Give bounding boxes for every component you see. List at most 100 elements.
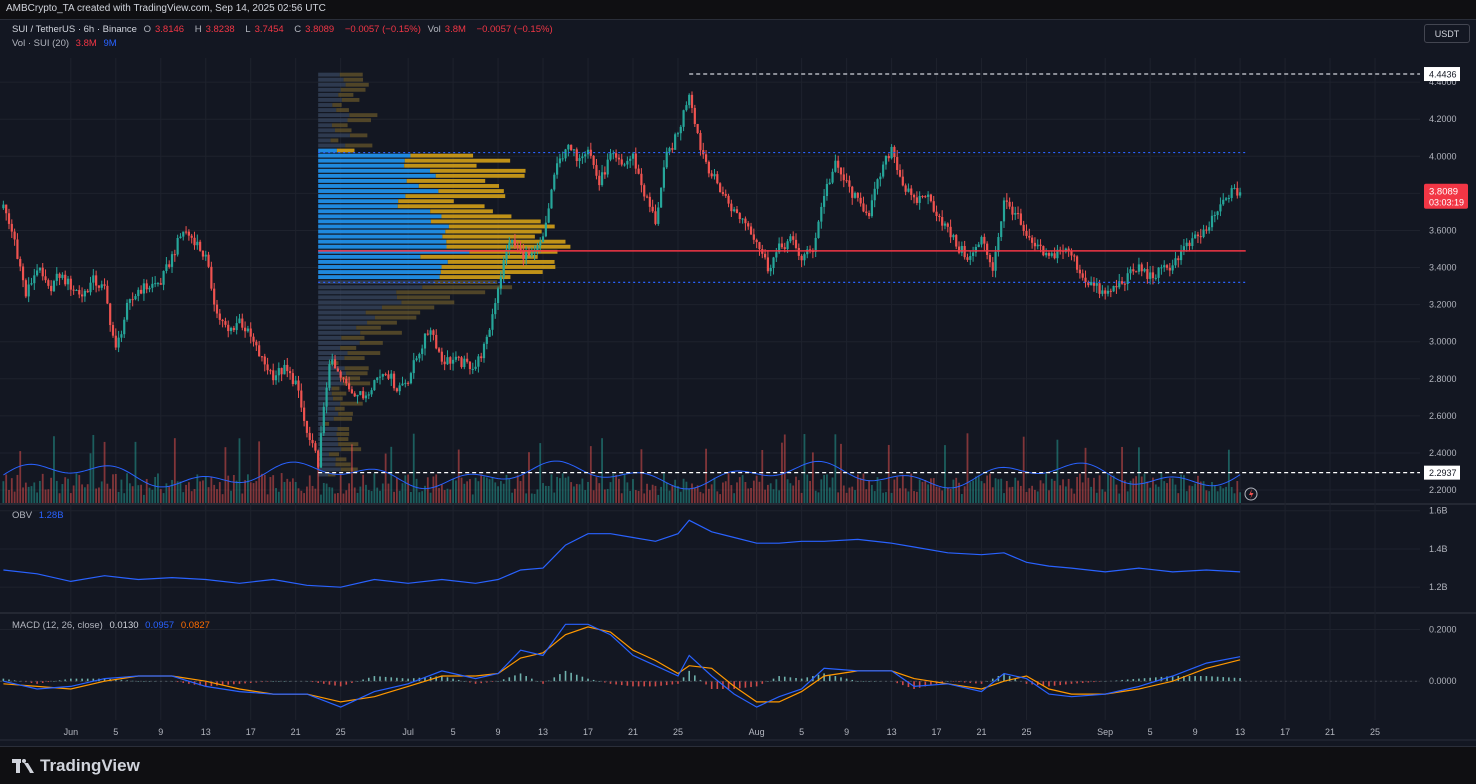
volume-bar [210,476,213,503]
candle-body [187,231,190,236]
tradingview-logo[interactable]: TradingView [12,756,140,776]
candle-body [44,276,47,281]
volume-bar [283,481,286,503]
volume-bar [249,482,252,503]
candle-body [221,319,224,322]
macd-legend-label[interactable]: MACD (12, 26, close) [12,620,103,631]
volume-bar [252,483,255,503]
volume-legend-label[interactable]: Vol · SUI (20) [12,38,70,49]
volume-bar [1064,486,1067,503]
volume-bar [792,485,795,503]
macd-hist-bar [227,681,230,685]
macd-hist-bar [379,676,381,682]
obv-legend-label[interactable]: OBV [12,510,33,521]
macd-hist-bar [907,681,910,688]
candle-body [266,364,269,371]
volume-bar [1067,478,1070,503]
volume-bar [620,493,623,503]
candle-body [620,159,623,165]
chart-frame[interactable] [0,19,1476,747]
macd-hist-bar [390,677,393,682]
candle-body [884,155,888,165]
candle-body [600,172,604,186]
volume-bar [882,492,885,503]
candle-body [997,237,1000,252]
candle-body [544,222,547,237]
candle-body [783,247,786,249]
volume-bar [1168,478,1171,503]
time-tick-label: Sep [1097,727,1113,737]
candle-body [190,235,193,238]
volume-bar [47,489,50,503]
macd-hist-bar [86,678,89,682]
macd-hist-bar [862,681,865,682]
low-label: L [245,24,251,35]
time-tick-label: 9 [844,727,849,737]
volume-bar [879,481,882,503]
macd-hist-bar [857,681,859,682]
volume-bar [778,490,781,503]
volume-bar [1121,446,1123,503]
candle-body [474,366,477,369]
candle-body [1056,249,1059,259]
volume-bar [176,481,179,503]
volume-bar [275,488,277,503]
volume-profile-bar-up [318,416,334,421]
candle-body [929,194,933,202]
candle-body [1171,265,1174,271]
volume-bar [904,488,907,503]
obv-line [3,519,1241,588]
macd-hist-bar [665,681,668,686]
candle-body [704,154,708,162]
volume-bar [587,481,589,503]
time-tick-label: Jun [64,727,79,737]
candle-body [168,264,171,267]
volume-profile-bar-up [318,442,339,447]
candle-body [404,382,407,384]
candle-body [409,373,413,384]
volume-bar [997,479,1000,503]
volume-bar [311,485,314,503]
volume-profile-bar-down [430,168,526,173]
volume-bar [75,473,78,503]
volume-profile-bar-up [318,462,336,467]
candle-body [111,325,115,336]
candle-body [617,157,621,160]
volume-bar [705,448,707,503]
volume-bar [1107,473,1109,503]
symbol-label[interactable]: SUI / TetherUS · 6h · Binance [12,24,137,35]
candle-body [738,213,741,220]
candle-body [952,235,955,238]
candle-body [170,254,174,267]
candle-body [643,185,646,197]
candle-body [986,243,989,255]
candle-body [1196,234,1200,237]
volume-profile-bar-down [420,254,538,259]
candle-body [260,356,264,358]
macd-hist-bar [750,681,752,688]
candle-body [553,174,556,190]
macd-hist-bar [345,681,348,685]
volume-profile-bar-up [318,194,406,199]
volume-bar [342,493,345,503]
volume-bar [1138,447,1140,503]
macd-hist-bar [334,681,336,686]
candle-body [249,328,252,337]
obv-legend: OBV 1.28B [12,510,68,521]
candle-body [648,196,651,207]
macd-hist-bar [705,681,707,685]
low-value: 3.7454 [254,24,284,35]
volume-profile-bar-up [318,270,441,274]
macd-hist-bar [210,681,213,686]
price-axis-tick-label: 4.4000 [1429,77,1457,87]
volume-profile-bar-up [318,128,335,133]
macd-hist-bar [491,681,494,682]
currency-button[interactable]: USDT [1424,24,1470,43]
macd-hist-bar [632,681,634,687]
volume-bar [277,491,280,503]
time-tick-label: 25 [673,727,683,737]
volume-profile-bar-up [318,244,447,249]
volume-profile-bar-down [331,123,348,128]
macd-hist-bar [1216,676,1219,682]
